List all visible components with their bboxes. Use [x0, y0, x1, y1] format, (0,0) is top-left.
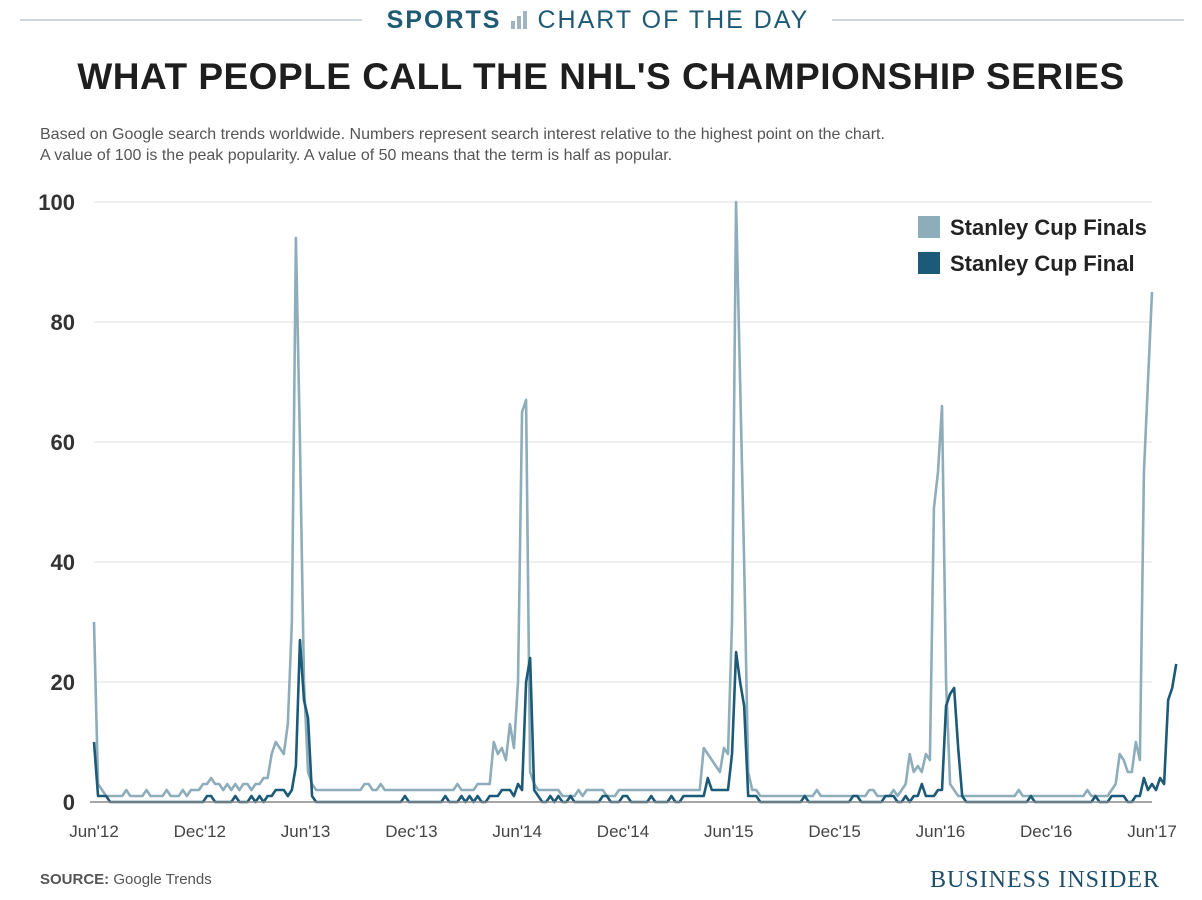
banner-rule-right	[832, 19, 1184, 21]
y-tick-label: 100	[38, 190, 75, 215]
x-tick-label: Jun'14	[492, 822, 542, 841]
y-tick-label: 0	[63, 790, 75, 815]
y-tick-label: 20	[51, 670, 75, 695]
banner-label: SPORTS CHART OF THE DAY	[378, 4, 818, 36]
series-line-stanley-cup-finals	[92, 200, 1154, 798]
x-tick-label: Dec'16	[1020, 822, 1072, 841]
x-tick-label: Dec'15	[808, 822, 860, 841]
banner-rule-left	[20, 19, 362, 21]
section-name: SPORTS	[386, 5, 502, 34]
legend-swatch	[918, 252, 940, 274]
y-tick-label: 40	[51, 550, 75, 575]
x-tick-label: Jun'13	[281, 822, 331, 841]
x-tick-label: Dec'14	[597, 822, 649, 841]
subtitle-line-1: Based on Google search trends worldwide.…	[40, 126, 885, 143]
legend-label: Stanley Cup Final	[950, 251, 1135, 276]
brand-logo: BUSINESS INSIDER	[929, 867, 1160, 893]
chart-subtitle: Based on Google search trends worldwide.…	[40, 124, 1170, 166]
x-tick-label: Dec'13	[385, 822, 437, 841]
bar-chart-icon	[511, 11, 528, 29]
x-tick-label: Jun'17	[1127, 822, 1177, 841]
source-label: SOURCE:	[40, 871, 110, 888]
x-tick-label: Jun'16	[916, 822, 966, 841]
series-line-stanley-cup-final	[92, 638, 1178, 804]
legend-swatch	[918, 216, 940, 238]
y-tick-label: 60	[51, 430, 75, 455]
series-name: CHART OF THE DAY	[537, 5, 810, 34]
line-chart: 0 20 40 60 80 100 Jun'12 Dec'12 Jun'13 Dec'13 Jun'…	[38, 190, 1178, 841]
subtitle-line-2: A value of 100 is the peak popularity. A…	[40, 147, 673, 164]
x-tick-label: Dec'12	[174, 822, 226, 841]
source-note: SOURCE: Google Trends	[40, 871, 212, 888]
banner: SPORTS CHART OF THE DAY	[0, 0, 1202, 40]
x-tick-label: Jun'15	[704, 822, 754, 841]
source-text: Google Trends	[113, 871, 212, 888]
chart-title: WHAT PEOPLE CALL THE NHL'S CHAMPIONSHIP …	[77, 56, 1125, 97]
x-tick-label: Jun'12	[69, 822, 119, 841]
legend-label: Stanley Cup Finals	[950, 215, 1147, 240]
y-tick-label: 80	[51, 310, 75, 335]
